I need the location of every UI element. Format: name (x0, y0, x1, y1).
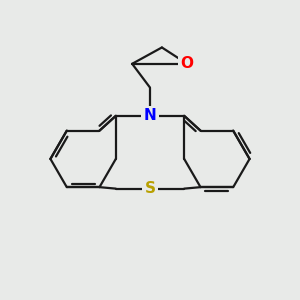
Text: S: S (145, 181, 155, 196)
Text: O: O (181, 56, 194, 71)
Text: N: N (144, 108, 156, 123)
